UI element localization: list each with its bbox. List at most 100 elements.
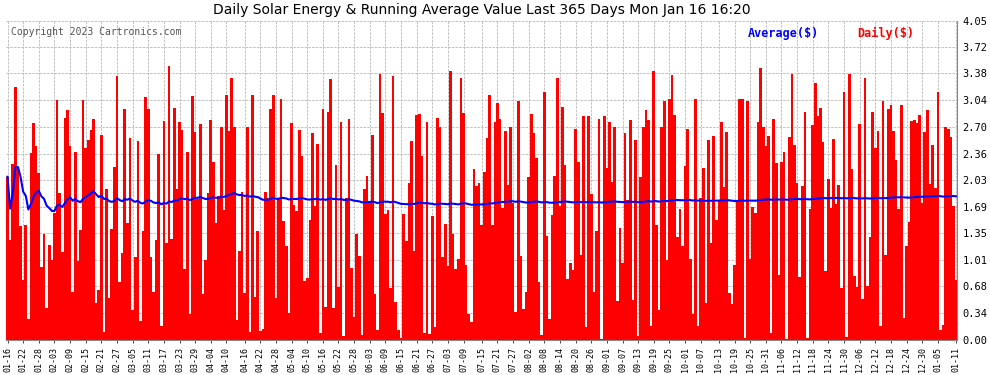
Bar xyxy=(472,170,475,340)
Bar xyxy=(332,308,335,340)
Bar xyxy=(347,119,350,340)
Bar xyxy=(459,78,462,340)
Bar xyxy=(759,68,762,340)
Text: Daily($): Daily($) xyxy=(857,27,915,40)
Text: Average($): Average($) xyxy=(748,27,820,40)
Bar xyxy=(775,163,777,340)
Bar xyxy=(421,156,423,340)
Bar xyxy=(225,95,228,340)
Bar xyxy=(402,214,405,340)
Bar xyxy=(100,135,103,340)
Bar xyxy=(496,103,499,340)
Bar xyxy=(686,129,689,340)
Bar xyxy=(397,330,400,340)
Bar xyxy=(121,253,124,340)
Bar xyxy=(470,322,472,340)
Bar xyxy=(345,198,347,340)
Bar xyxy=(126,223,129,340)
Bar xyxy=(941,325,944,340)
Bar xyxy=(400,338,402,340)
Bar xyxy=(373,294,376,340)
Bar xyxy=(892,131,895,340)
Bar xyxy=(838,185,841,340)
Bar xyxy=(256,231,259,340)
Bar xyxy=(746,101,748,340)
Bar xyxy=(379,74,381,340)
Bar xyxy=(783,152,785,340)
Bar xyxy=(324,307,327,340)
Bar xyxy=(488,95,491,340)
Bar xyxy=(454,268,457,340)
Bar xyxy=(212,162,215,340)
Bar xyxy=(801,186,804,340)
Bar xyxy=(84,148,87,340)
Bar xyxy=(660,127,663,340)
Bar xyxy=(167,66,170,340)
Bar xyxy=(465,266,467,340)
Bar xyxy=(694,99,697,340)
Bar xyxy=(593,292,595,340)
Bar xyxy=(564,165,566,340)
Bar xyxy=(215,223,217,340)
Bar xyxy=(702,168,705,340)
Bar xyxy=(713,136,715,340)
Bar xyxy=(381,113,384,340)
Bar xyxy=(793,144,796,340)
Bar xyxy=(772,119,775,340)
Bar xyxy=(614,126,616,340)
Bar xyxy=(239,251,241,340)
Bar xyxy=(509,127,512,340)
Bar xyxy=(798,277,801,340)
Bar xyxy=(105,189,108,340)
Title: Daily Solar Energy & Running Average Value Last 365 Days Mon Jan 16 16:20: Daily Solar Energy & Running Average Val… xyxy=(213,3,750,17)
Bar xyxy=(676,237,678,340)
Bar xyxy=(358,256,360,340)
Bar xyxy=(338,286,340,340)
Bar xyxy=(657,310,660,340)
Bar xyxy=(788,137,791,340)
Bar xyxy=(835,204,838,340)
Bar xyxy=(850,169,853,340)
Bar xyxy=(405,242,408,340)
Bar xyxy=(754,213,756,340)
Bar xyxy=(751,207,754,340)
Bar xyxy=(352,316,355,340)
Bar xyxy=(251,95,253,340)
Bar xyxy=(858,124,861,340)
Bar xyxy=(410,141,413,340)
Bar xyxy=(467,314,470,340)
Bar xyxy=(934,188,937,340)
Bar xyxy=(884,255,887,340)
Bar xyxy=(621,263,624,340)
Bar xyxy=(903,318,905,340)
Bar xyxy=(61,252,63,340)
Bar xyxy=(384,214,387,340)
Bar xyxy=(553,176,556,340)
Bar xyxy=(444,224,446,340)
Bar xyxy=(90,130,92,340)
Bar xyxy=(944,127,947,340)
Bar xyxy=(355,234,358,340)
Bar xyxy=(165,243,167,340)
Bar xyxy=(847,74,850,340)
Bar xyxy=(652,70,655,340)
Bar xyxy=(14,87,17,340)
Bar xyxy=(796,183,798,340)
Bar xyxy=(598,119,600,340)
Bar xyxy=(142,231,145,340)
Bar xyxy=(277,199,280,340)
Bar xyxy=(272,95,274,340)
Bar xyxy=(869,237,871,340)
Bar xyxy=(876,131,879,340)
Bar xyxy=(507,184,509,340)
Bar xyxy=(108,298,111,340)
Bar xyxy=(777,275,780,340)
Bar xyxy=(50,260,53,340)
Bar xyxy=(408,183,410,340)
Bar xyxy=(785,339,788,340)
Bar xyxy=(368,201,371,340)
Bar xyxy=(587,116,590,340)
Bar xyxy=(253,297,256,340)
Bar xyxy=(830,208,833,340)
Bar xyxy=(726,132,728,340)
